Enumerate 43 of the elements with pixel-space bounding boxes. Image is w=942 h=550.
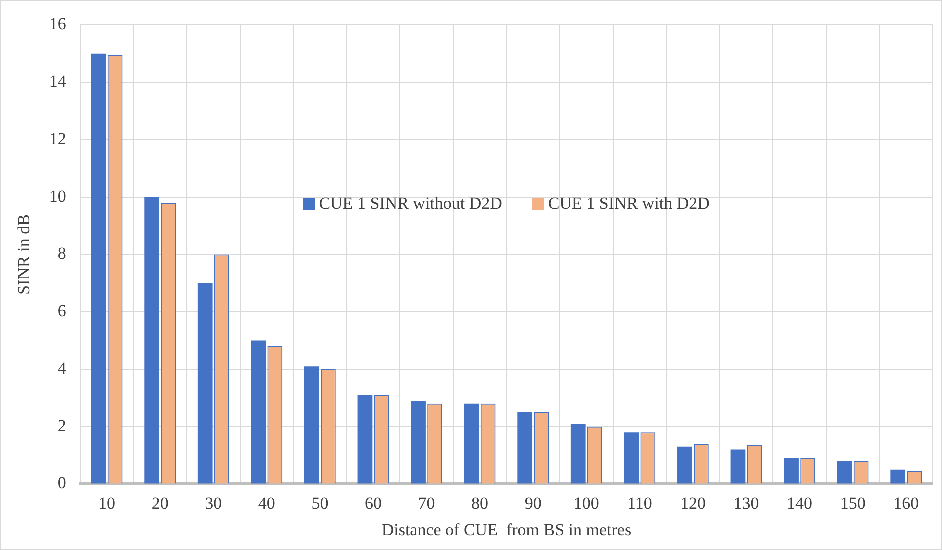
- bar: [624, 432, 640, 484]
- bar: [411, 401, 426, 484]
- y-axis-title: SINR in dB: [14, 214, 34, 295]
- x-tick-label: 100: [574, 494, 600, 513]
- bar: [91, 54, 106, 484]
- x-tick-label: 120: [680, 494, 706, 513]
- legend-label: CUE 1 SINR with D2D: [547, 194, 710, 214]
- bar: [784, 458, 799, 484]
- y-tick-label: 2: [58, 416, 66, 436]
- x-tick-label: 80: [472, 494, 489, 513]
- bar: [304, 366, 320, 484]
- y-tick-label: 10: [49, 186, 66, 206]
- x-tick-label: 130: [734, 494, 760, 513]
- x-tick-label: 10: [98, 494, 116, 513]
- y-tick-label: 4: [58, 358, 67, 378]
- y-tick-label: 6: [58, 302, 66, 321]
- x-tick-label: 70: [418, 494, 436, 513]
- y-tick-label: 0: [58, 474, 66, 493]
- bar: [730, 450, 746, 484]
- x-tick-label: 40: [258, 494, 276, 513]
- bar: [678, 446, 692, 484]
- y-tick-label: 16: [49, 14, 66, 34]
- y-tick-label: 8: [58, 244, 66, 264]
- x-tick-label: 60: [364, 494, 382, 513]
- bar: [464, 404, 480, 484]
- x-tick-label: 50: [312, 494, 329, 513]
- x-tick-label: 20: [152, 494, 169, 513]
- x-tick-label: 150: [840, 494, 866, 513]
- y-tick-label: 12: [49, 129, 66, 148]
- bar: [358, 395, 373, 484]
- bar: [518, 412, 533, 484]
- y-tick-label: 14: [49, 72, 67, 92]
- bar: [251, 340, 266, 484]
- x-tick-label: 160: [894, 494, 920, 513]
- legend-label: CUE 1 SINR without D2D: [318, 194, 502, 214]
- x-tick-label: 90: [524, 494, 542, 513]
- x-tick-label: 140: [787, 494, 813, 513]
- x-axis-title: Distance of CUE from BS in metres: [382, 520, 632, 540]
- bar: [837, 461, 852, 484]
- x-tick-label: 30: [205, 494, 222, 513]
- bar: [144, 197, 160, 484]
- bar: [890, 470, 906, 484]
- x-tick-label: 110: [627, 494, 652, 513]
